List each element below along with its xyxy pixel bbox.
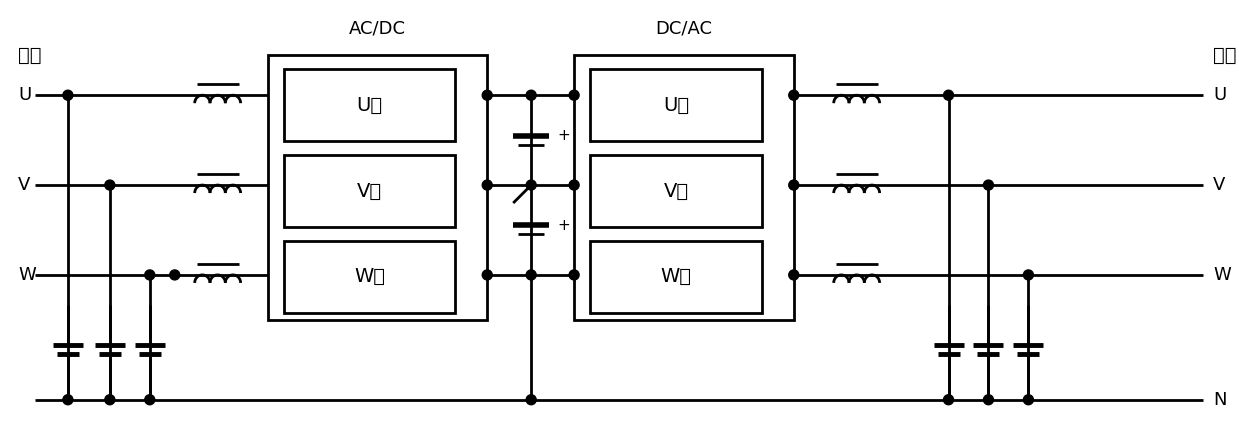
Circle shape (482, 90, 492, 100)
Bar (590, 241, 762, 313)
Circle shape (569, 180, 579, 190)
Bar (590, 69, 762, 141)
Text: V相: V相 (357, 181, 382, 201)
Text: V: V (1213, 176, 1225, 194)
Circle shape (527, 90, 536, 100)
Circle shape (63, 90, 73, 100)
Text: U: U (1213, 86, 1227, 104)
Circle shape (527, 395, 536, 405)
Text: N: N (1213, 391, 1227, 409)
Text: W相: W相 (354, 267, 385, 286)
Text: 输出: 输出 (1213, 46, 1237, 65)
Circle shape (569, 270, 579, 280)
Circle shape (482, 270, 492, 280)
Circle shape (789, 180, 799, 190)
Circle shape (984, 180, 994, 190)
Circle shape (527, 270, 536, 280)
Circle shape (170, 270, 180, 280)
Text: W相: W相 (660, 267, 691, 286)
Text: V: V (19, 176, 30, 194)
Text: U: U (19, 86, 31, 104)
Text: DC/AC: DC/AC (655, 19, 712, 37)
Circle shape (944, 90, 954, 100)
Bar (268, 55, 487, 320)
Text: W: W (1213, 266, 1230, 284)
Text: U相: U相 (663, 96, 689, 115)
Text: 输入: 输入 (19, 46, 41, 65)
Circle shape (527, 180, 536, 190)
Text: AC/DC: AC/DC (349, 19, 406, 37)
Circle shape (63, 395, 73, 405)
Circle shape (105, 180, 115, 190)
Circle shape (789, 90, 799, 100)
Bar (284, 69, 455, 141)
Circle shape (984, 395, 994, 405)
Bar (590, 155, 762, 227)
Text: U相: U相 (357, 96, 383, 115)
Text: V相: V相 (663, 181, 689, 201)
Circle shape (944, 395, 954, 405)
Circle shape (1023, 270, 1033, 280)
Bar (284, 241, 455, 313)
Circle shape (482, 180, 492, 190)
Circle shape (145, 395, 155, 405)
Text: +: + (558, 218, 570, 233)
Circle shape (145, 270, 155, 280)
Circle shape (789, 270, 799, 280)
Text: W: W (19, 266, 36, 284)
Text: +: + (558, 128, 570, 143)
Bar (574, 55, 794, 320)
Circle shape (105, 395, 115, 405)
Circle shape (569, 90, 579, 100)
Circle shape (1023, 395, 1033, 405)
Bar (284, 155, 455, 227)
